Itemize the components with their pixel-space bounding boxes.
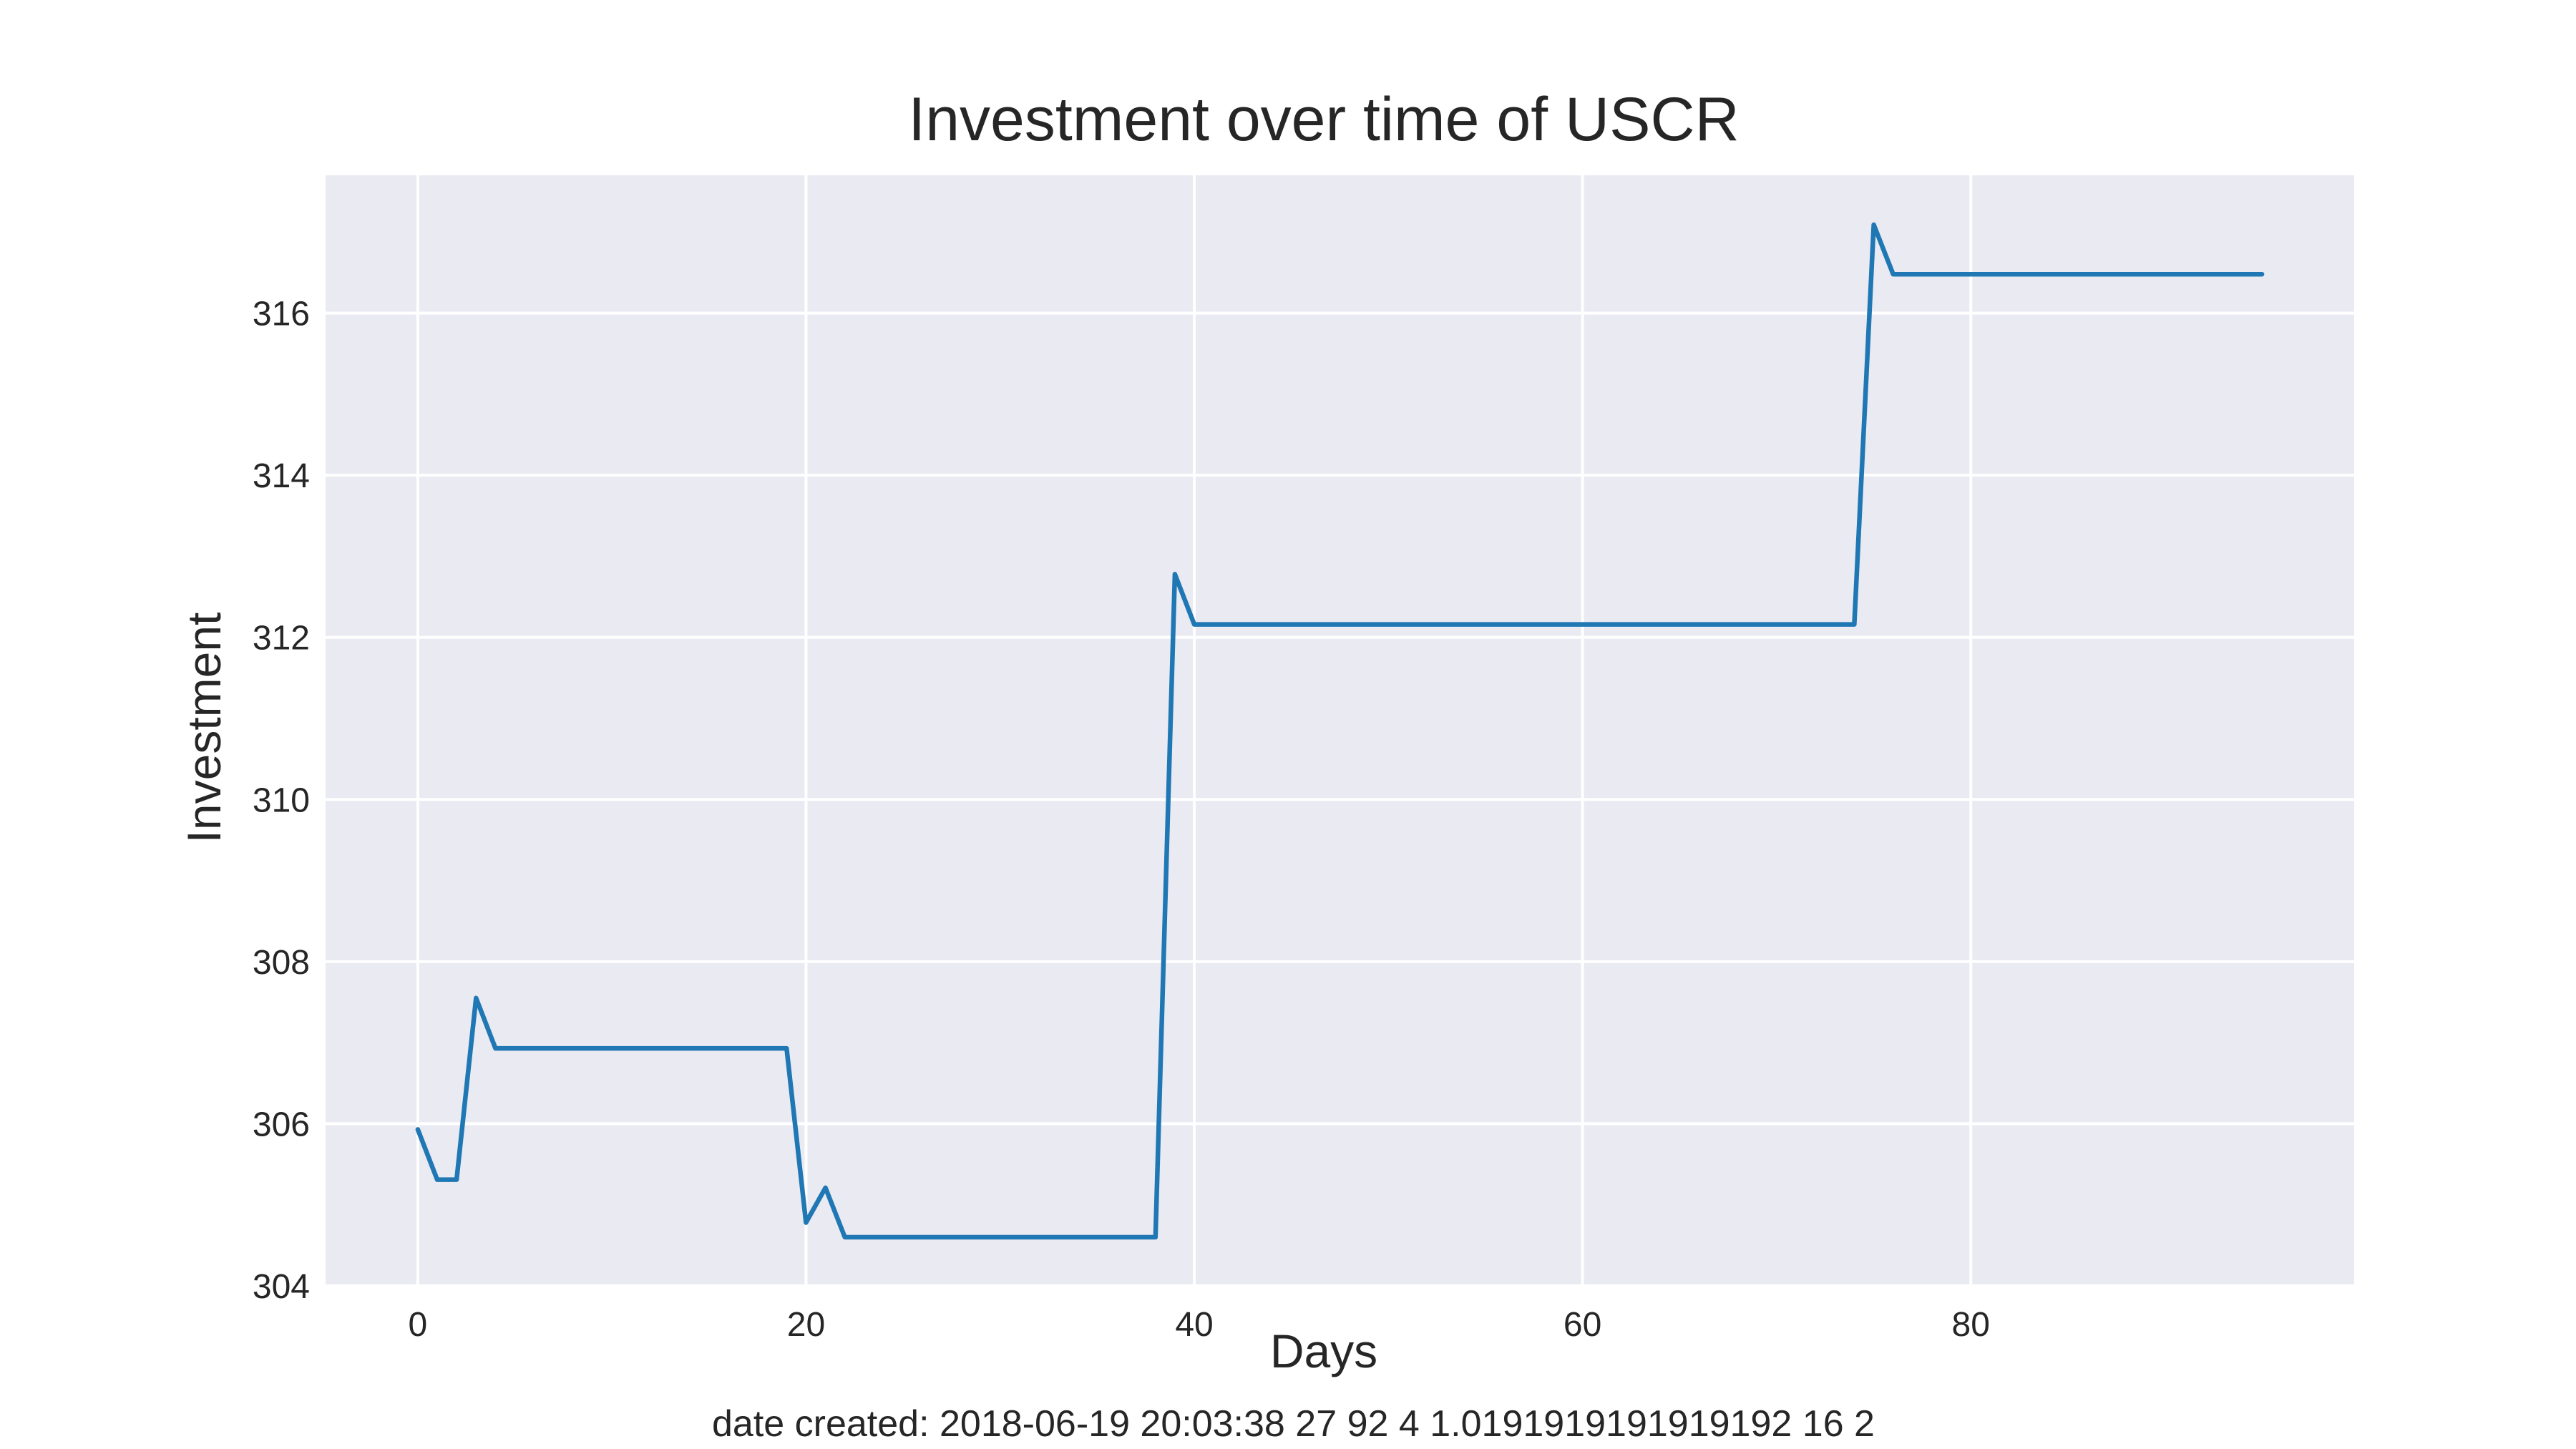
y-tick-label: 312 [253,620,310,658]
plot-background [326,175,2354,1286]
x-tick-label: 40 [1175,1306,1213,1344]
x-tick-label: 60 [1563,1306,1601,1344]
investment-series-line [415,222,2265,1240]
y-tick-label: 314 [253,457,310,495]
y-tick-label: 308 [253,944,310,982]
chart-title: Investment over time of USCR [908,85,1740,154]
y-tick-label: 310 [253,781,310,819]
y-tick-label: 316 [253,296,310,333]
y-tick-label: 304 [253,1268,310,1306]
x-tick-label: 0 [409,1306,428,1344]
y-axis-label: Investment [177,612,230,844]
x-tick-label: 20 [787,1306,825,1344]
x-axis-label: Days [1269,1324,1378,1377]
x-tick-label: 80 [1952,1306,1990,1344]
y-tick-label: 306 [253,1106,310,1143]
date-created-caption: date created: 2018-06-19 20:03:38 27 92 … [712,1403,1875,1445]
